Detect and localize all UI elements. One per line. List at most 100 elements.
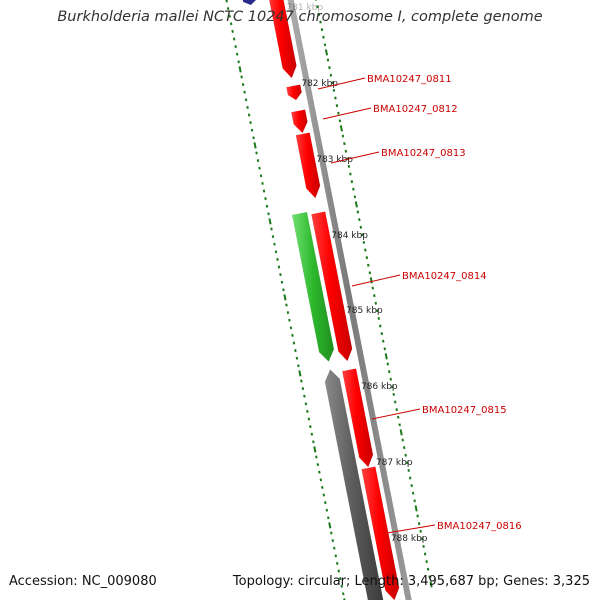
minor-tick	[382, 339, 385, 343]
minor-tick	[306, 409, 309, 413]
minor-tick	[237, 60, 240, 64]
minor-tick	[342, 592, 345, 596]
minor-tick	[322, 35, 325, 39]
gene-arrow-bma10247-0813-cds	[295, 132, 321, 199]
gene-label-leader	[317, 77, 366, 90]
minor-tick	[335, 104, 339, 108]
minor-tick	[274, 250, 278, 254]
minor-tick	[401, 438, 404, 442]
minor-tick	[285, 303, 288, 307]
gene-layer	[242, 0, 400, 600]
minor-tick	[324, 501, 327, 505]
minor-tick	[323, 43, 327, 47]
minor-tick	[390, 385, 394, 389]
minor-tick	[328, 66, 331, 70]
tick-label: 783 kbp	[316, 155, 353, 165]
major-tick	[399, 429, 403, 436]
minor-tick	[343, 142, 346, 146]
minor-tick	[393, 400, 397, 404]
minor-tick	[428, 575, 431, 579]
minor-tick	[277, 265, 281, 269]
gene-arrow-bma10247-0813	[291, 109, 308, 134]
tick-label: 782 kbp	[301, 79, 338, 89]
minor-tick	[356, 210, 360, 214]
minor-tick	[398, 423, 401, 427]
major-tick	[354, 201, 358, 208]
minor-tick	[243, 90, 246, 94]
minor-tick	[279, 273, 282, 277]
minor-tick	[331, 81, 334, 85]
minor-tick	[344, 149, 348, 153]
minor-tick	[361, 233, 364, 237]
minor-tick	[265, 204, 269, 208]
gene-arrow-green	[291, 211, 335, 362]
minor-tick	[376, 309, 379, 313]
minor-tick	[228, 14, 231, 18]
accession-text: Accession: NC_009080	[9, 574, 157, 589]
minor-tick	[261, 181, 264, 185]
major-tick	[343, 598, 346, 600]
gene-label: BMA10247_0815	[422, 405, 507, 416]
minor-tick	[258, 166, 261, 170]
minor-tick	[329, 73, 333, 77]
major-tick	[298, 370, 302, 377]
minor-tick	[392, 392, 395, 396]
minor-tick	[402, 446, 406, 450]
minor-tick	[273, 242, 276, 246]
gene-label-leader	[371, 408, 421, 420]
gene-label: BMA10247_0812	[373, 104, 458, 115]
minor-tick	[234, 45, 237, 49]
minor-tick	[388, 370, 391, 374]
minor-tick	[341, 134, 345, 138]
tick-label: 787 kbp	[376, 458, 413, 468]
major-tick	[339, 125, 343, 132]
minor-tick	[312, 440, 315, 444]
minor-tick	[330, 531, 333, 535]
minor-tick	[334, 554, 338, 558]
major-tick	[414, 505, 418, 512]
minor-tick	[349, 172, 352, 176]
minor-tick	[280, 280, 284, 284]
minor-tick	[368, 271, 372, 275]
minor-tick	[286, 311, 290, 315]
minor-tick	[244, 98, 248, 102]
minor-tick	[377, 316, 381, 320]
minor-tick	[380, 332, 383, 336]
gene-label-leader	[322, 107, 372, 120]
minor-tick	[395, 408, 398, 412]
major-tick	[238, 66, 242, 73]
major-tick	[283, 294, 287, 301]
minor-tick	[353, 195, 357, 199]
minor-tick	[332, 88, 336, 92]
major-tick	[369, 277, 373, 284]
minor-tick	[250, 128, 254, 132]
minor-tick	[259, 174, 263, 178]
minor-tick	[350, 180, 354, 184]
minor-tick	[339, 577, 342, 581]
minor-tick	[267, 212, 270, 216]
minor-tick	[373, 294, 376, 298]
minor-tick	[338, 119, 342, 123]
minor-tick	[358, 218, 361, 222]
gene-arrow-bma10247-0812	[286, 84, 302, 101]
minor-tick	[264, 197, 267, 201]
minor-tick	[407, 468, 410, 472]
minor-tick	[340, 584, 343, 588]
minor-tick	[420, 537, 424, 541]
minor-tick	[235, 52, 239, 56]
major-tick	[429, 581, 433, 588]
minor-tick	[410, 484, 413, 488]
minor-tick	[249, 121, 252, 125]
tick-label: 786 kbp	[361, 382, 398, 392]
minor-tick	[337, 111, 340, 115]
minor-tick	[374, 301, 378, 305]
minor-tick	[300, 379, 303, 383]
gene-arrow-bma10247-0811	[269, 0, 297, 79]
minor-tick	[252, 136, 255, 140]
gene-label: BMA10247_0811	[367, 74, 452, 85]
minor-tick	[288, 318, 291, 322]
minor-tick	[405, 461, 409, 465]
minor-tick	[262, 189, 266, 193]
minor-tick	[404, 453, 407, 457]
